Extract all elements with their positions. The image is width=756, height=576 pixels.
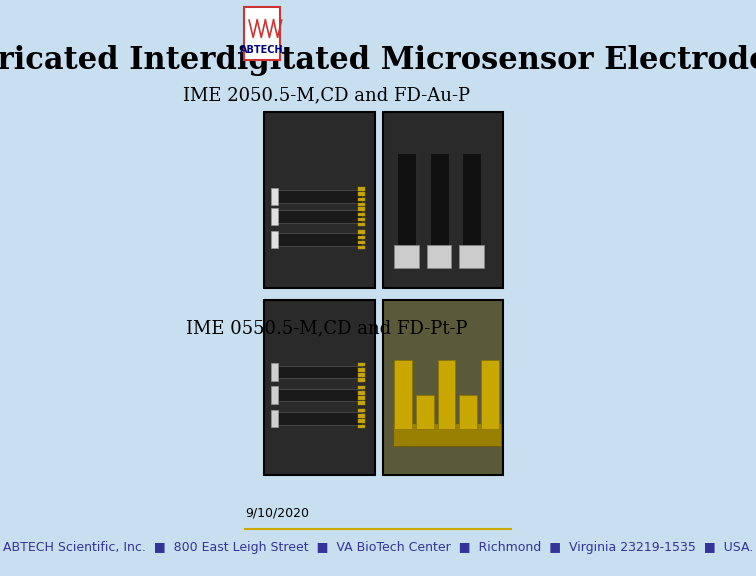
Bar (462, 153, 481, 259)
Bar (393, 423, 501, 446)
Bar (358, 241, 365, 244)
Bar (358, 401, 365, 405)
Bar (358, 391, 365, 395)
Bar (272, 366, 361, 378)
Bar (243, 7, 280, 60)
Bar (272, 412, 361, 425)
Bar (358, 378, 365, 382)
Bar (358, 373, 365, 377)
Bar (358, 363, 365, 366)
Text: 9/10/2020: 9/10/2020 (245, 506, 309, 519)
Bar (271, 231, 277, 248)
Bar (358, 207, 365, 211)
Text: IME 0550.5-M,CD and FD-Pt-P: IME 0550.5-M,CD and FD-Pt-P (186, 319, 467, 338)
Bar (272, 190, 361, 203)
Bar (358, 198, 365, 201)
Bar (358, 386, 365, 389)
Bar (271, 363, 277, 381)
Bar (358, 192, 365, 196)
Bar (358, 409, 365, 412)
Bar (358, 246, 365, 249)
Bar (416, 395, 434, 429)
Bar (358, 236, 365, 239)
Bar (272, 210, 361, 223)
Bar (271, 188, 277, 205)
Bar (272, 233, 361, 246)
Bar (383, 300, 503, 475)
Bar (264, 300, 375, 475)
Bar (358, 213, 365, 216)
Text: IME 2050.5-M,CD and FD-Au-P: IME 2050.5-M,CD and FD-Au-P (183, 86, 470, 104)
Bar (383, 112, 503, 288)
Bar (427, 245, 451, 268)
Bar (272, 389, 361, 401)
Bar (395, 245, 419, 268)
Text: ABTECH: ABTECH (240, 45, 284, 55)
Bar (358, 187, 365, 191)
Bar (271, 386, 277, 404)
Bar (438, 360, 455, 429)
Bar (460, 245, 484, 268)
Bar (358, 223, 365, 226)
Bar (460, 395, 477, 429)
Text: Microfabricated Interdigitated Microsensor Electrodes (IMEs): Microfabricated Interdigitated Microsens… (0, 45, 756, 76)
Bar (358, 396, 365, 400)
Bar (264, 112, 375, 288)
Bar (429, 153, 448, 259)
Bar (358, 368, 365, 372)
Bar (358, 203, 365, 206)
Bar (271, 410, 277, 427)
Bar (397, 153, 416, 259)
Bar (481, 360, 499, 429)
Bar (395, 360, 412, 429)
Bar (358, 419, 365, 423)
Text: ABTECH Scientific, Inc.  ■  800 East Leigh Street  ■  VA BioTech Center  ■  Rich: ABTECH Scientific, Inc. ■ 800 East Leigh… (3, 541, 753, 554)
Bar (358, 230, 365, 234)
Bar (358, 425, 365, 428)
Bar (358, 218, 365, 221)
Bar (271, 208, 277, 225)
Bar (358, 414, 365, 418)
